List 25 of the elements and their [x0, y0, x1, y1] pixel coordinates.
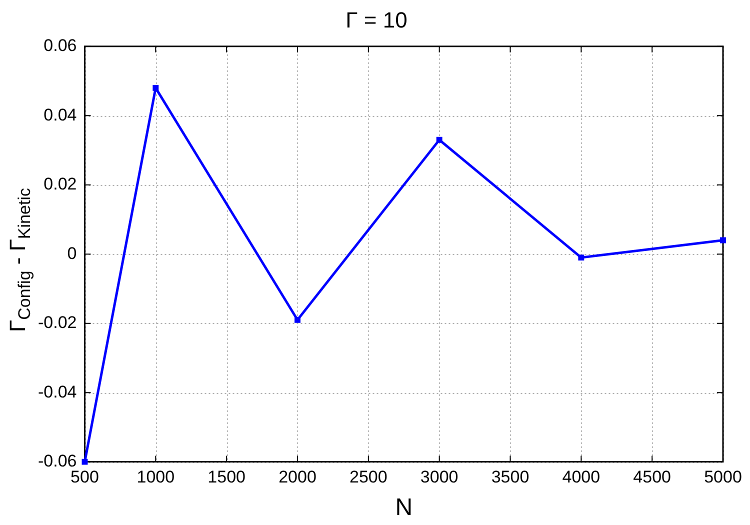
point	[436, 136, 442, 143]
point	[294, 316, 300, 323]
y-tick-label: -0.06	[38, 451, 77, 470]
x-tick-label: 4000	[562, 468, 600, 487]
point	[152, 84, 159, 91]
x-tick-label: 3500	[491, 468, 530, 487]
point	[578, 254, 584, 261]
x-tick-label: 2500	[350, 468, 388, 487]
x-axis-title: N	[395, 494, 413, 522]
x-tick-label: 1000	[136, 468, 175, 487]
x-tick-label: 1500	[208, 468, 246, 487]
y-tick-label: -0.04	[38, 382, 77, 402]
x-tick-label: 4500	[633, 468, 671, 487]
y-tick-label: 0.04	[44, 105, 77, 124]
x-tick-label: 5000	[704, 468, 742, 487]
x-tick-label: 2000	[278, 468, 316, 487]
y-tick-label: 0	[67, 244, 77, 263]
chart-title: Γ = 10	[346, 7, 408, 32]
y-tick-label: 0.02	[44, 174, 77, 194]
x-tick-label: 3000	[420, 468, 458, 487]
y-tick-label: 0.06	[44, 36, 77, 56]
y-tick-label: -0.02	[38, 313, 77, 332]
point	[720, 237, 726, 244]
x-tick-label: 500	[70, 468, 99, 487]
point	[82, 458, 88, 465]
